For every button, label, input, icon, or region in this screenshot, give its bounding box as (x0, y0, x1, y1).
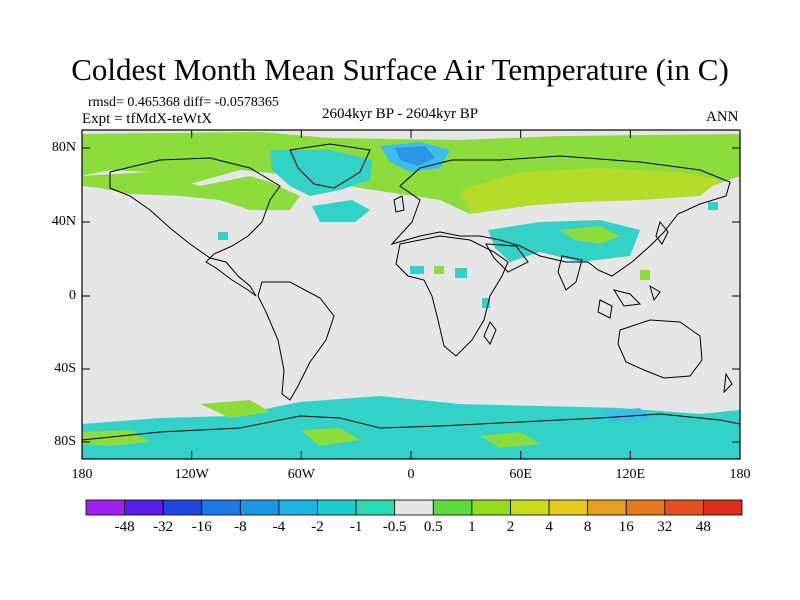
north-america-green (82, 172, 300, 210)
season-text: ANN (706, 109, 739, 125)
experiment-text: Expt = tfMdX-teWtX (82, 111, 213, 127)
colorbar-box (703, 499, 743, 516)
anomaly-field (82, 132, 740, 459)
colorbar-label: -8 (234, 519, 247, 535)
lat-label-40n: 40N (51, 214, 76, 229)
colorbar-box (510, 499, 550, 516)
lon-ticks (191, 130, 631, 459)
colorbar-box (548, 499, 589, 516)
lat-label-80s: 80S (54, 434, 76, 449)
colorbar-box (162, 499, 203, 516)
colorbar-box (85, 499, 125, 516)
colorbar-label: 48 (695, 519, 711, 535)
lon-label-60e: 60E (509, 467, 532, 482)
colorbar-label: -1 (349, 519, 363, 535)
colorbar-label: 1 (468, 519, 476, 535)
southern-ocean-cyan (82, 396, 740, 459)
colorbar-box (432, 499, 473, 516)
lon-label-0: 0 (407, 467, 415, 482)
lat-ticks (82, 147, 740, 443)
scandinavia-deep-blue (395, 146, 435, 166)
lat-label-40s: 40S (54, 361, 76, 376)
lon-label-120w: 120W (174, 467, 209, 482)
colorbar-box (124, 499, 164, 516)
coastlines (82, 143, 740, 441)
colorbar-box (317, 499, 357, 516)
siberia-yellow-green (460, 168, 720, 214)
colorbar-label: -4 (272, 519, 286, 535)
colorbar-label: 2 (506, 519, 515, 535)
stats-text: rmsd= 0.465368 diff= -0.0578365 (88, 95, 279, 110)
eurasia-green-patch (560, 226, 620, 244)
colorbar-label: 32 (657, 519, 673, 535)
colorbar-box (664, 499, 704, 516)
colorbar-box (201, 499, 241, 516)
lon-label-180e: 180 (729, 467, 751, 482)
lon-label-60w: 60W (287, 467, 315, 482)
colorbar-box (355, 499, 396, 516)
colorbar-box (625, 499, 666, 516)
period-text: 2604kyr BP - 2604kyr BP (321, 106, 479, 122)
colorbar-box (587, 499, 627, 516)
colorbar-box (239, 499, 280, 516)
lon-label-120e: 120E (615, 467, 646, 482)
lat-label-0: 0 (69, 288, 76, 303)
colorbar-label: -0.5 (382, 519, 407, 535)
colorbar-label: -2 (311, 519, 324, 535)
colorbar-label: 8 (583, 519, 592, 535)
colorbar-label: -32 (153, 519, 174, 535)
colorbar-label: -16 (191, 519, 212, 535)
colorbar-box (278, 499, 318, 516)
colorbar (85, 499, 743, 516)
colorbar-label: 0.5 (423, 519, 443, 535)
colorbar-label: 16 (618, 519, 634, 535)
southern-ocean-green (200, 400, 270, 418)
north-atlantic-cyan (312, 200, 370, 222)
antarctic-green-patches (82, 430, 150, 446)
chart-title: Coldest Month Mean Surface Air Temperatu… (71, 52, 729, 87)
colorbar-label: 4 (545, 519, 553, 535)
lon-label-180w: 180 (71, 467, 93, 482)
colorbar-box (471, 499, 511, 516)
colorbar-box (394, 499, 434, 516)
colorbar-label: -48 (114, 519, 135, 535)
lat-label-80n: 80N (51, 140, 76, 155)
